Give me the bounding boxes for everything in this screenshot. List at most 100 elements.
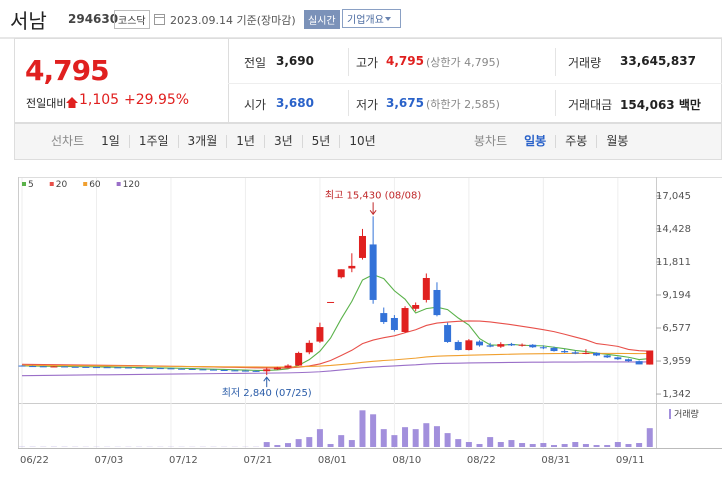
candle-body xyxy=(103,367,111,369)
candle-body xyxy=(252,370,260,372)
tab[interactable]: 월봉 xyxy=(596,135,637,148)
volume-bar xyxy=(412,429,419,447)
candle-body xyxy=(369,244,377,300)
tab-bar xyxy=(14,123,722,160)
x-tick-label: 06/22 xyxy=(20,455,49,466)
candle-body xyxy=(624,359,632,362)
tab[interactable]: 1주일 xyxy=(128,135,178,148)
candle-body xyxy=(241,370,249,372)
volume-bar xyxy=(359,410,366,447)
candle-body xyxy=(50,366,58,368)
candle-body xyxy=(263,369,271,372)
change-percent: +29.95% xyxy=(124,92,190,108)
tab[interactable]: 1일 xyxy=(101,134,120,148)
candle-body xyxy=(316,327,324,342)
annotation-arrowhead xyxy=(263,376,271,382)
stock-name: 서남 xyxy=(10,9,47,33)
tab[interactable]: 5년 xyxy=(301,135,340,148)
candle-body xyxy=(61,366,69,368)
stat-note: (상한가 4,795) xyxy=(426,56,500,69)
candle-body xyxy=(210,369,218,371)
candle-body xyxy=(444,325,452,342)
annotation-arrowhead xyxy=(369,210,377,216)
candle-body xyxy=(305,342,313,353)
x-tick-label: 08/01 xyxy=(318,455,347,466)
tab[interactable]: 주봉 xyxy=(555,135,596,148)
candle-body xyxy=(348,265,356,269)
candle-body xyxy=(507,344,515,346)
volume-bar xyxy=(646,428,653,447)
candle-body xyxy=(380,313,388,323)
candle-body xyxy=(39,366,47,368)
volume-bar xyxy=(465,442,472,447)
stat-label: 저가 xyxy=(356,98,379,112)
x-tick-label: 07/21 xyxy=(243,455,272,466)
candle-body xyxy=(231,370,239,372)
volume-bar xyxy=(561,444,568,447)
tab[interactable]: 일봉 xyxy=(524,134,547,148)
candle-body xyxy=(29,366,37,368)
y-tick-label: 6,577 xyxy=(662,323,691,334)
candle-body xyxy=(454,341,462,351)
stock-code: 294630 xyxy=(68,12,119,26)
candle-body xyxy=(220,369,228,371)
candle-body xyxy=(593,352,601,356)
tab-group-label: 선차트 xyxy=(51,134,85,148)
company-info-button[interactable]: 기업개요 xyxy=(342,9,401,28)
volume-bar xyxy=(285,443,291,447)
stat-label: 전일 xyxy=(244,56,267,70)
candle-body xyxy=(199,369,207,371)
stat-value: 3,690 xyxy=(276,54,314,68)
candle-body xyxy=(635,361,643,365)
volume-bar xyxy=(391,435,398,447)
candle-body xyxy=(529,344,537,348)
annotation: 최저 2,840 (07/25) xyxy=(222,387,312,399)
tab[interactable]: 1년 xyxy=(226,135,264,148)
volume-bar xyxy=(402,427,409,447)
stat-value: 33,645,837 xyxy=(620,54,696,68)
tab[interactable]: 10년 xyxy=(339,135,384,148)
candle-body xyxy=(188,368,196,370)
candle-body xyxy=(146,367,154,369)
realtime-badge[interactable]: 실시간 xyxy=(304,10,340,29)
candle-body xyxy=(337,269,345,278)
ma-line xyxy=(21,274,650,372)
x-tick-label: 07/12 xyxy=(169,455,198,466)
y-tick-label: 3,959 xyxy=(662,356,691,367)
ma-line xyxy=(21,352,650,368)
candle-body xyxy=(284,365,292,368)
x-tick-label: 08/10 xyxy=(392,455,421,466)
candle-body xyxy=(603,355,611,358)
legend-label: 60 xyxy=(89,180,101,190)
volume-bar xyxy=(348,440,355,447)
market-tag: 코스닥 xyxy=(114,10,150,29)
y-tick-label: 9,194 xyxy=(662,290,691,301)
candle-body xyxy=(518,344,526,346)
as-of-date: 2023.09.14 기준(장마감) xyxy=(170,14,296,27)
candle-body xyxy=(550,347,558,352)
volume-bar xyxy=(497,442,504,447)
legend-swatch xyxy=(83,182,88,186)
stat-value: 3,675 xyxy=(386,96,424,110)
y-tick-label: 1,342 xyxy=(662,389,691,400)
candle-body xyxy=(273,367,281,370)
volume-bar xyxy=(625,444,632,447)
candle-body xyxy=(571,352,579,354)
x-tick-label: 08/31 xyxy=(541,455,570,466)
calendar-icon xyxy=(154,14,165,25)
volume-bar xyxy=(487,437,494,447)
candle-body xyxy=(295,352,303,366)
volume-bar xyxy=(327,444,334,447)
candle-body xyxy=(18,365,26,367)
candle-body xyxy=(401,308,409,332)
x-tick-label: 07/03 xyxy=(94,455,123,466)
candle-body xyxy=(582,352,590,354)
tab[interactable]: 3개월 xyxy=(177,135,227,148)
y-tick-label: 17,045 xyxy=(656,191,691,202)
candle-body xyxy=(422,278,430,300)
volume-bar xyxy=(529,444,536,447)
tab[interactable]: 3년 xyxy=(263,135,302,148)
legend-swatch xyxy=(49,182,54,186)
volume-bar xyxy=(519,443,526,447)
